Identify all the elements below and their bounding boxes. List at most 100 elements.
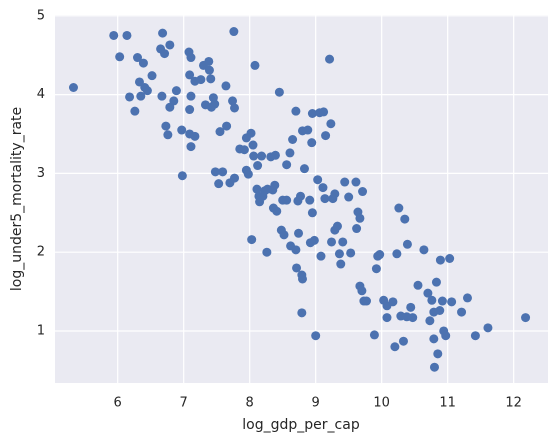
point — [408, 313, 418, 323]
point — [253, 161, 263, 171]
point — [132, 53, 142, 63]
point — [247, 235, 257, 245]
point — [243, 169, 253, 179]
point — [357, 286, 367, 296]
point — [291, 106, 301, 116]
point — [406, 302, 416, 312]
point — [115, 52, 125, 62]
point — [282, 160, 292, 170]
point — [419, 245, 429, 255]
point — [214, 179, 224, 189]
point — [392, 249, 402, 259]
point — [344, 192, 354, 202]
point — [371, 264, 381, 274]
point — [307, 138, 317, 148]
point — [296, 191, 306, 201]
point — [429, 334, 439, 344]
point — [462, 293, 472, 303]
point — [431, 277, 441, 287]
point — [230, 173, 240, 183]
x-tick-label: 8 — [246, 396, 254, 411]
y-tick-label: 4 — [37, 87, 45, 102]
point — [318, 183, 328, 193]
point — [230, 103, 240, 113]
point — [279, 230, 289, 240]
point — [122, 30, 132, 40]
point — [311, 331, 321, 341]
point — [369, 330, 379, 340]
point — [218, 167, 228, 177]
point — [262, 247, 272, 257]
point — [435, 306, 445, 316]
point — [294, 228, 304, 238]
point — [327, 237, 337, 247]
point — [291, 245, 301, 255]
point — [270, 180, 280, 190]
point — [248, 140, 258, 150]
point — [185, 105, 195, 115]
x-tick-label: 10 — [373, 396, 390, 411]
point — [362, 296, 372, 306]
x-tick-label: 11 — [439, 396, 456, 411]
point — [307, 109, 317, 119]
point — [186, 142, 196, 152]
point — [382, 313, 392, 323]
point — [125, 92, 135, 102]
point — [340, 177, 350, 187]
point — [309, 235, 319, 245]
point — [186, 53, 196, 63]
point — [427, 295, 437, 305]
point — [303, 125, 313, 135]
point — [222, 121, 232, 131]
point — [161, 121, 171, 131]
point — [204, 65, 214, 75]
point — [282, 195, 292, 205]
point — [210, 99, 220, 109]
point — [320, 194, 330, 204]
point — [437, 296, 447, 306]
point — [429, 362, 439, 372]
point — [307, 208, 317, 218]
point — [470, 331, 480, 341]
point — [313, 175, 323, 185]
point — [130, 106, 140, 116]
point — [163, 130, 173, 140]
point — [400, 214, 410, 224]
point — [288, 135, 298, 145]
point — [204, 56, 214, 66]
point — [109, 30, 119, 40]
point — [257, 151, 267, 161]
point — [285, 148, 295, 158]
point — [445, 253, 455, 263]
point — [423, 288, 433, 298]
point — [160, 49, 170, 59]
point — [169, 96, 179, 106]
point — [441, 331, 451, 341]
point — [358, 187, 368, 197]
point — [196, 75, 206, 85]
point — [375, 250, 385, 260]
point — [190, 131, 200, 141]
point — [305, 195, 315, 205]
point — [330, 189, 340, 199]
point — [229, 27, 239, 37]
point — [398, 336, 408, 346]
point — [228, 96, 238, 106]
point — [186, 91, 196, 101]
point — [433, 349, 443, 359]
point — [299, 164, 309, 174]
point — [521, 313, 531, 323]
point — [402, 239, 412, 249]
point — [138, 58, 148, 68]
point — [250, 60, 260, 70]
point — [346, 248, 356, 258]
point — [483, 323, 493, 333]
point — [270, 150, 280, 160]
point — [355, 213, 365, 223]
point — [136, 91, 146, 101]
x-tick-label: 9 — [312, 396, 320, 411]
point — [390, 342, 400, 352]
point — [177, 171, 187, 181]
point — [272, 206, 282, 216]
